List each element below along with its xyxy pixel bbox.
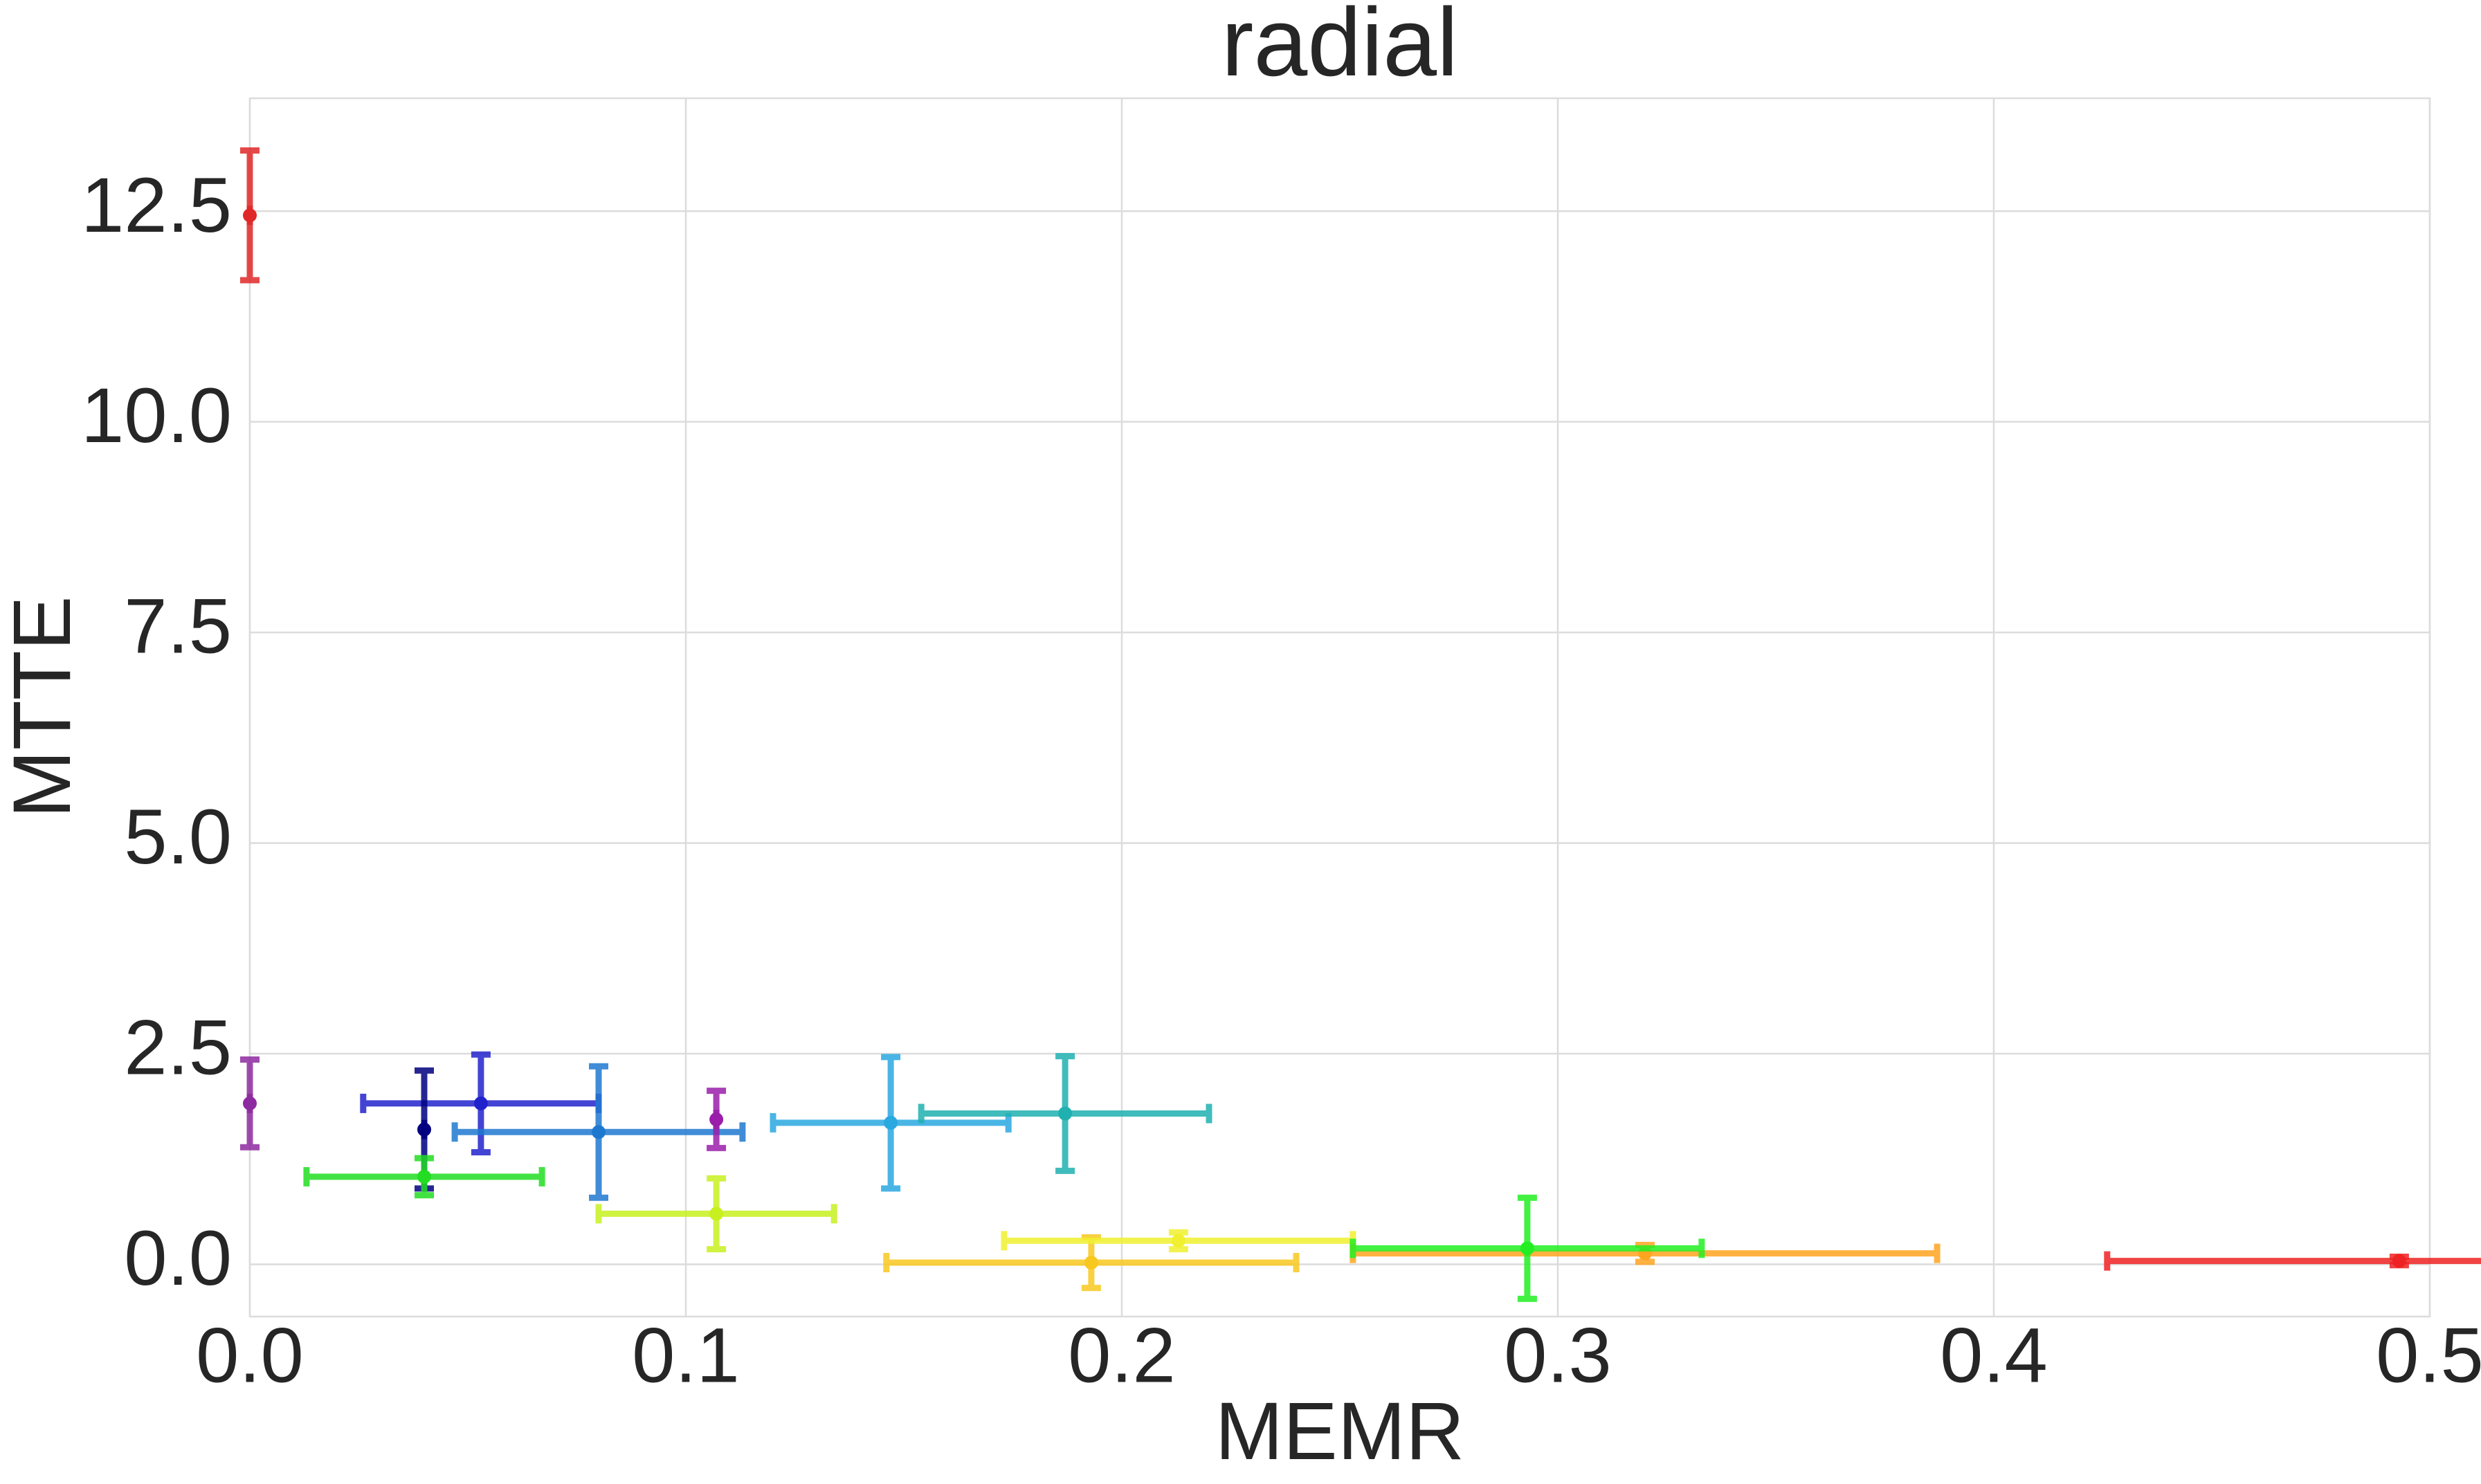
point (1058, 1106, 1073, 1121)
x-tick-label: 0.1 (632, 1312, 740, 1399)
x-tick-label: 0.0 (196, 1312, 304, 1399)
x-tick-label: 0.3 (1504, 1312, 1612, 1399)
point (592, 1125, 606, 1139)
x-error-bar (2104, 1251, 2481, 1271)
point (243, 208, 257, 223)
point (1171, 1234, 1185, 1248)
y-tick-label: 7.5 (124, 583, 232, 670)
y-tick-label: 0.0 (124, 1215, 232, 1301)
x-axis-label: MEMR (1215, 1386, 1465, 1477)
point (2392, 1254, 2406, 1268)
point (709, 1207, 724, 1221)
point (709, 1112, 724, 1127)
point (1520, 1241, 1534, 1256)
y-tick-label: 5.0 (124, 794, 232, 880)
y-axis-label: MTTE (0, 596, 88, 818)
y-tick-label: 2.5 (124, 1005, 232, 1091)
point (884, 1115, 898, 1130)
y-tick-label: 10.0 (81, 372, 232, 459)
x-tick-label: 0.5 (2376, 1312, 2481, 1399)
x-tick-label: 0.2 (1068, 1312, 1176, 1399)
x-tick-label: 0.4 (1940, 1312, 2048, 1399)
point (243, 1096, 257, 1110)
point (417, 1169, 431, 1184)
point (1084, 1256, 1098, 1270)
y-tick-label: 12.5 (81, 162, 232, 248)
point (473, 1096, 488, 1110)
point (417, 1122, 431, 1137)
chart-title: radial (1221, 0, 1458, 96)
